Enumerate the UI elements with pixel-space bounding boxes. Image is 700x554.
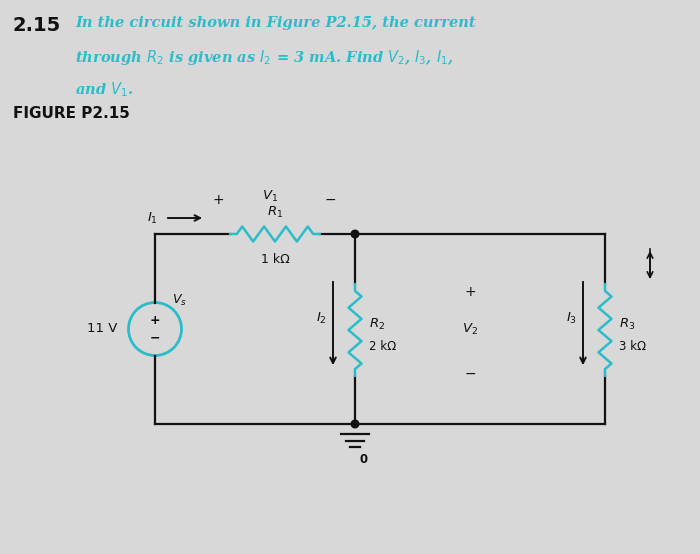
Text: +: +	[464, 285, 476, 299]
Text: 0: 0	[359, 453, 367, 466]
Text: −: −	[464, 367, 476, 381]
Text: $I_1$: $I_1$	[147, 211, 158, 225]
Text: $R_1$: $R_1$	[267, 205, 283, 220]
Text: +: +	[212, 193, 224, 207]
Text: $V_s$: $V_s$	[172, 293, 187, 308]
Text: $I_2$: $I_2$	[316, 310, 327, 326]
Text: −: −	[150, 331, 160, 345]
Text: 11 V: 11 V	[87, 322, 117, 336]
Text: 3 kΩ: 3 kΩ	[619, 340, 646, 352]
Text: 1 kΩ: 1 kΩ	[260, 253, 289, 266]
Text: $I_3$: $I_3$	[566, 310, 577, 326]
Text: $V_2$: $V_2$	[462, 321, 478, 336]
Text: In the circuit shown in Figure P2.15, the current: In the circuit shown in Figure P2.15, th…	[75, 16, 475, 30]
Circle shape	[351, 420, 359, 428]
Text: 2 kΩ: 2 kΩ	[369, 340, 396, 352]
Text: through $R_2$ is given as $I_2$ = 3 mA. Find $V_2$, $I_3$, $I_1$,: through $R_2$ is given as $I_2$ = 3 mA. …	[75, 48, 454, 67]
Text: $V_1$: $V_1$	[262, 189, 278, 204]
Text: +: +	[150, 314, 160, 326]
Text: −: −	[324, 193, 336, 207]
Text: 2.15: 2.15	[13, 16, 62, 35]
Text: FIGURE P2.15: FIGURE P2.15	[13, 106, 130, 121]
Text: and $V_1$.: and $V_1$.	[75, 80, 134, 99]
Circle shape	[351, 230, 359, 238]
Text: $R_2$: $R_2$	[369, 316, 385, 331]
Text: $R_3$: $R_3$	[619, 316, 636, 331]
